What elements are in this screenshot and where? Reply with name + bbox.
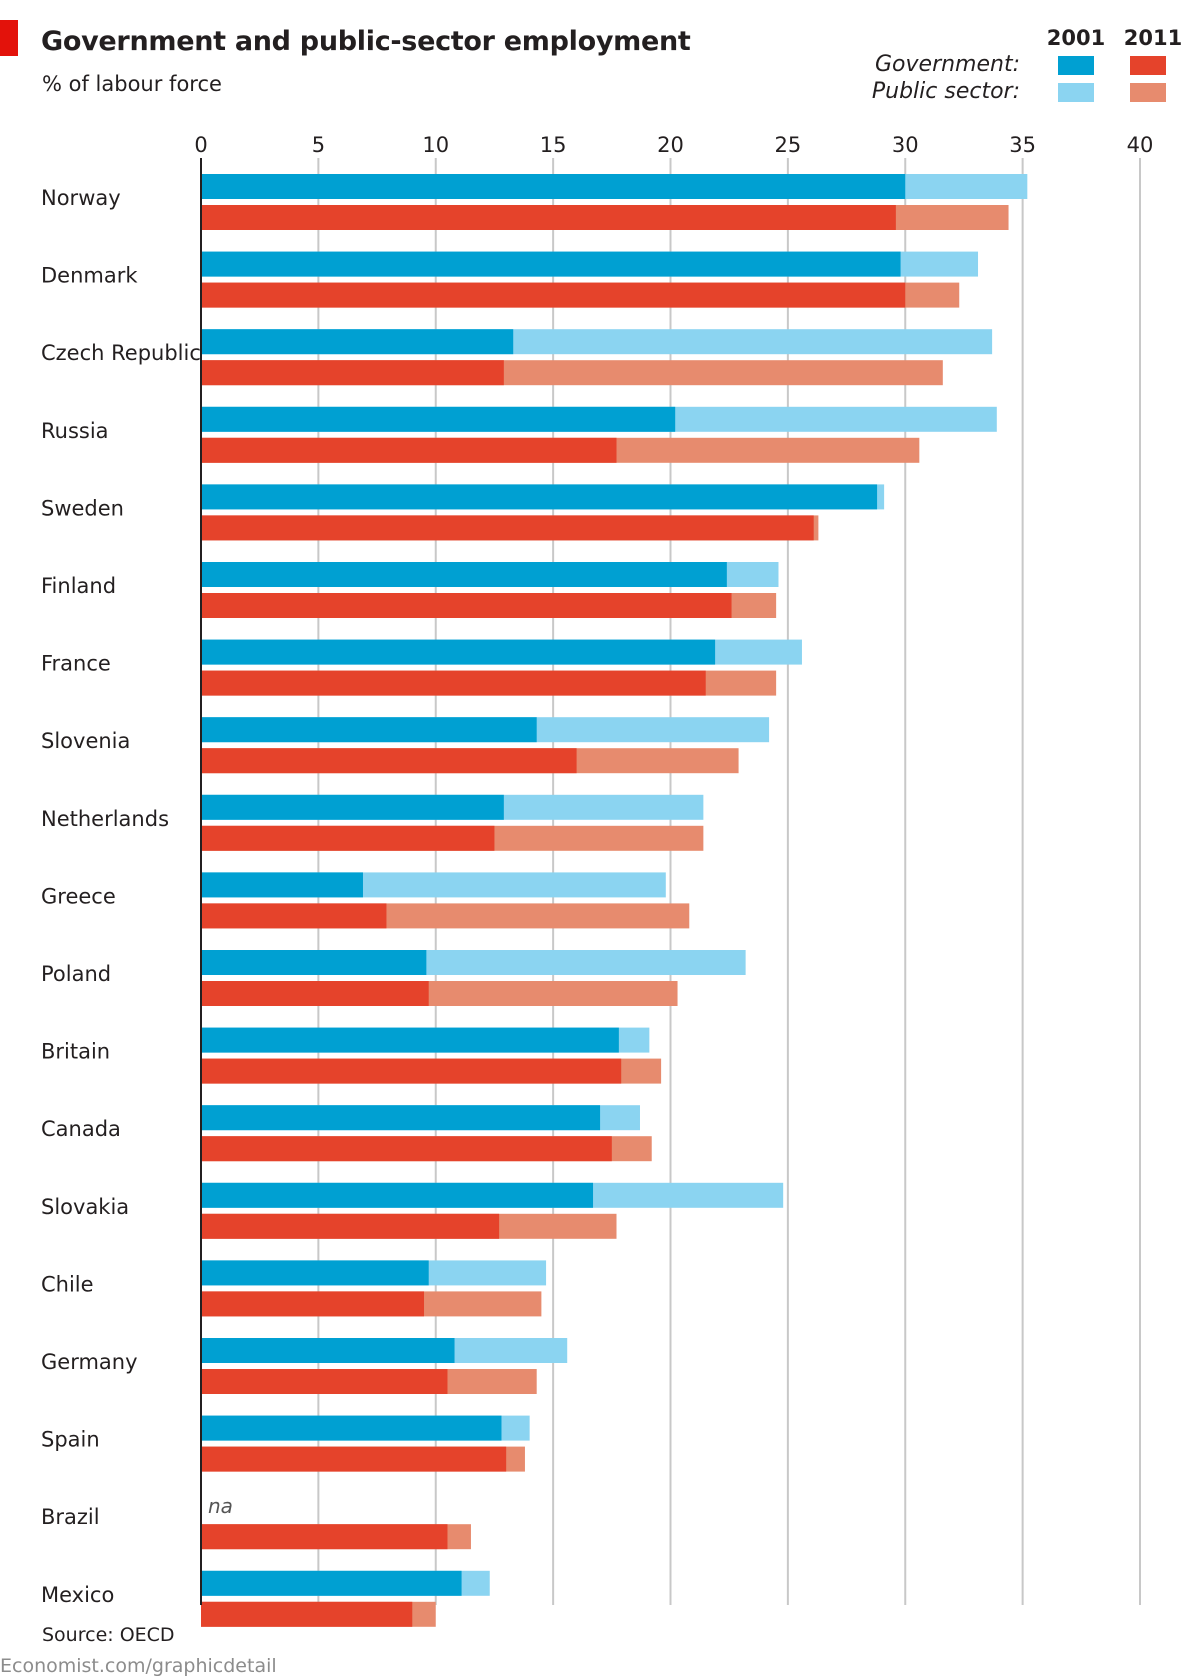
bar-government-2001-denmark — [201, 251, 901, 277]
category-label-netherlands: Netherlands — [41, 807, 169, 831]
bar-government-2011-spain — [201, 1446, 507, 1472]
bar-government-2011-netherlands — [201, 825, 495, 851]
bar-government-2011-france — [201, 670, 706, 696]
na-label-brazil: na — [208, 1494, 233, 1518]
bar-government-2011-mexico — [201, 1601, 413, 1627]
category-label-slovakia: Slovakia — [41, 1195, 129, 1219]
x-tick-label-5: 5 — [312, 133, 325, 157]
x-tick-label-25: 25 — [775, 133, 802, 157]
x-tick-label-20: 20 — [657, 133, 684, 157]
source-note: Source: OECD — [42, 1624, 175, 1646]
legend-swatch-government-2011 — [1130, 56, 1166, 75]
brand-red-tag — [0, 20, 18, 56]
bar-government-2011-germany — [201, 1369, 448, 1394]
category-label-mexico: Mexico — [41, 1583, 114, 1607]
bar-government-2001-poland — [201, 950, 427, 975]
category-label-poland: Poland — [41, 962, 111, 986]
bar-government-2001-sweden — [201, 484, 878, 510]
bar-government-2011-russia — [201, 437, 617, 463]
bar-government-2001-slovenia — [201, 717, 537, 743]
bar-government-2011-slovenia — [201, 748, 577, 774]
category-label-chile: Chile — [41, 1272, 94, 1296]
category-label-spain: Spain — [41, 1428, 100, 1452]
x-tick-label-35: 35 — [1009, 133, 1036, 157]
bar-government-2011-poland — [201, 981, 429, 1006]
bar-government-2011-finland — [201, 593, 732, 618]
category-label-czech-republic: Czech Republic — [41, 341, 201, 365]
chart-title: Government and public-sector employment — [41, 26, 691, 57]
x-tick-label-15: 15 — [540, 133, 567, 157]
bar-government-2001-slovakia — [201, 1182, 594, 1208]
category-label-denmark: Denmark — [41, 264, 138, 288]
bar-government-2011-czech-republic — [201, 360, 504, 386]
bar-government-2001-chile — [201, 1260, 429, 1286]
bar-government-2001-finland — [201, 562, 727, 587]
bar-government-2011-brazil — [201, 1524, 448, 1550]
bar-government-2011-slovakia — [201, 1213, 500, 1239]
x-tick-label-10: 10 — [422, 133, 449, 157]
x-tick-label-40: 40 — [1127, 133, 1154, 157]
bar-government-2011-sweden — [201, 515, 814, 541]
category-label-sweden: Sweden — [41, 496, 124, 520]
bar-government-2011-denmark — [201, 282, 906, 308]
legend-year-2001: 2001 — [1046, 26, 1106, 50]
bar-government-2001-canada — [201, 1105, 601, 1131]
bar-government-2001-spain — [201, 1415, 502, 1441]
legend-public-sector-label: Public sector: — [871, 79, 1020, 104]
category-label-finland: Finland — [41, 574, 116, 598]
legend-year-2011: 2011 — [1123, 26, 1183, 50]
bar-government-2011-norway — [201, 205, 896, 230]
bar-government-2001-france — [201, 639, 716, 665]
category-label-brazil: Brazil — [41, 1505, 100, 1529]
x-tick-label-0: 0 — [194, 133, 207, 157]
chart-subtitle: % of labour force — [42, 72, 222, 96]
category-label-britain: Britain — [41, 1040, 110, 1064]
bar-government-2001-mexico — [201, 1570, 462, 1596]
x-tick-label-30: 30 — [892, 133, 919, 157]
credit-note: Economist.com/graphicdetail — [0, 1655, 277, 1677]
bar-government-2011-chile — [201, 1291, 425, 1317]
bar-government-2001-norway — [201, 174, 906, 199]
legend-swatch-public-sector-2011 — [1130, 83, 1166, 102]
legend-swatch-government-2001 — [1058, 56, 1094, 75]
category-label-germany: Germany — [41, 1350, 138, 1374]
category-label-russia: Russia — [41, 419, 109, 443]
bar-government-2011-greece — [201, 903, 387, 929]
category-label-norway: Norway — [41, 186, 121, 210]
bar-government-2001-czech-republic — [201, 329, 514, 355]
bar-government-2001-germany — [201, 1338, 455, 1363]
category-label-slovenia: Slovenia — [41, 729, 130, 753]
category-label-france: France — [41, 652, 111, 676]
bar-government-2011-canada — [201, 1136, 612, 1162]
bar-government-2001-britain — [201, 1027, 619, 1053]
legend-government-label: Government: — [875, 52, 1020, 77]
bar-government-2001-netherlands — [201, 794, 504, 820]
category-label-greece: Greece — [41, 884, 116, 908]
bar-government-2001-greece — [201, 872, 363, 898]
bar-government-2011-britain — [201, 1058, 622, 1084]
bar-government-2001-russia — [201, 406, 676, 432]
category-label-canada: Canada — [41, 1117, 121, 1141]
legend-swatch-public-sector-2001 — [1058, 83, 1094, 102]
